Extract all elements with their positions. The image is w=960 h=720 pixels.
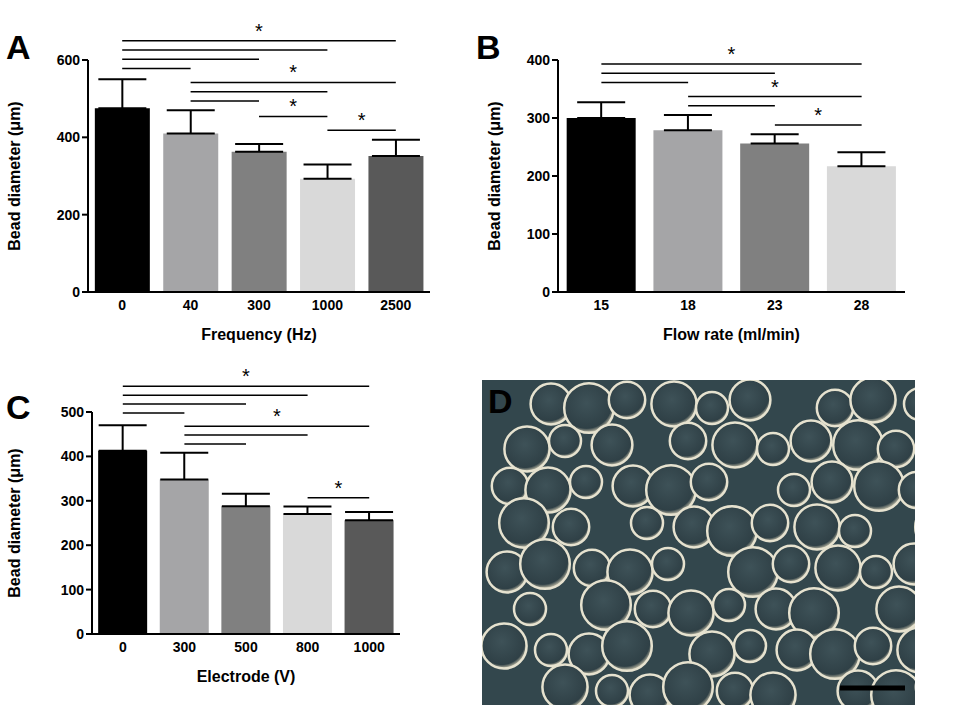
svg-text:*: *	[728, 43, 736, 65]
svg-text:400: 400	[527, 52, 551, 68]
svg-text:*: *	[289, 95, 297, 117]
svg-text:200: 200	[57, 207, 81, 223]
svg-text:500: 500	[61, 404, 85, 420]
svg-text:*: *	[273, 405, 281, 427]
svg-text:1000: 1000	[354, 639, 385, 655]
html-text:D: D	[488, 382, 513, 420]
svg-text:600: 600	[57, 52, 81, 68]
svg-text:300: 300	[527, 110, 551, 126]
svg-text:300: 300	[173, 639, 197, 655]
svg-text:Bead diameter (μm): Bead diameter (μm)	[8, 101, 23, 250]
svg-text:40: 40	[183, 297, 199, 313]
svg-text:100: 100	[527, 226, 551, 242]
svg-text:*: *	[358, 109, 366, 131]
svg-text:Electrode (V): Electrode (V)	[197, 668, 296, 685]
svg-text:*: *	[814, 104, 822, 126]
svg-text:400: 400	[57, 129, 81, 145]
svg-text:*: *	[255, 20, 263, 42]
svg-text:0: 0	[72, 284, 80, 300]
svg-text:100: 100	[61, 582, 85, 598]
svg-text:0: 0	[119, 639, 127, 655]
svg-text:28: 28	[854, 297, 870, 313]
svg-text:0: 0	[76, 626, 84, 642]
svg-text:1000: 1000	[312, 297, 343, 313]
svg-text:Bead diameter (μm): Bead diameter (μm)	[486, 101, 503, 250]
svg-text:300: 300	[61, 493, 85, 509]
svg-text:200: 200	[61, 537, 85, 553]
svg-text:Bead diameter (μm): Bead diameter (μm)	[8, 448, 23, 597]
svg-text:800: 800	[296, 639, 320, 655]
svg-text:18: 18	[680, 297, 696, 313]
svg-text:23: 23	[767, 297, 783, 313]
svg-text:*: *	[242, 365, 250, 387]
html-text:A: A	[6, 28, 31, 66]
svg-text:*: *	[771, 76, 779, 98]
svg-text:400: 400	[61, 448, 85, 464]
svg-text:300: 300	[247, 297, 271, 313]
svg-text:0: 0	[542, 284, 550, 300]
svg-text:Frequency (Hz): Frequency (Hz)	[201, 326, 317, 343]
svg-text:200: 200	[527, 168, 551, 184]
svg-text:*: *	[335, 477, 343, 499]
svg-text:0: 0	[118, 297, 126, 313]
svg-text:2500: 2500	[380, 297, 411, 313]
svg-text:15: 15	[594, 297, 610, 313]
html-text:B: B	[476, 28, 501, 66]
svg-text:Flow rate (ml/min): Flow rate (ml/min)	[663, 326, 800, 343]
html-text:C: C	[6, 388, 31, 426]
svg-text:500: 500	[234, 639, 258, 655]
svg-text:*: *	[289, 61, 297, 83]
